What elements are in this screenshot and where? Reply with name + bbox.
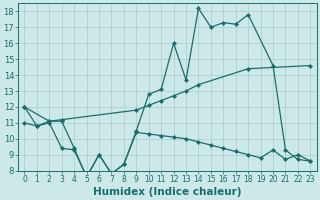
X-axis label: Humidex (Indice chaleur): Humidex (Indice chaleur): [93, 187, 242, 197]
